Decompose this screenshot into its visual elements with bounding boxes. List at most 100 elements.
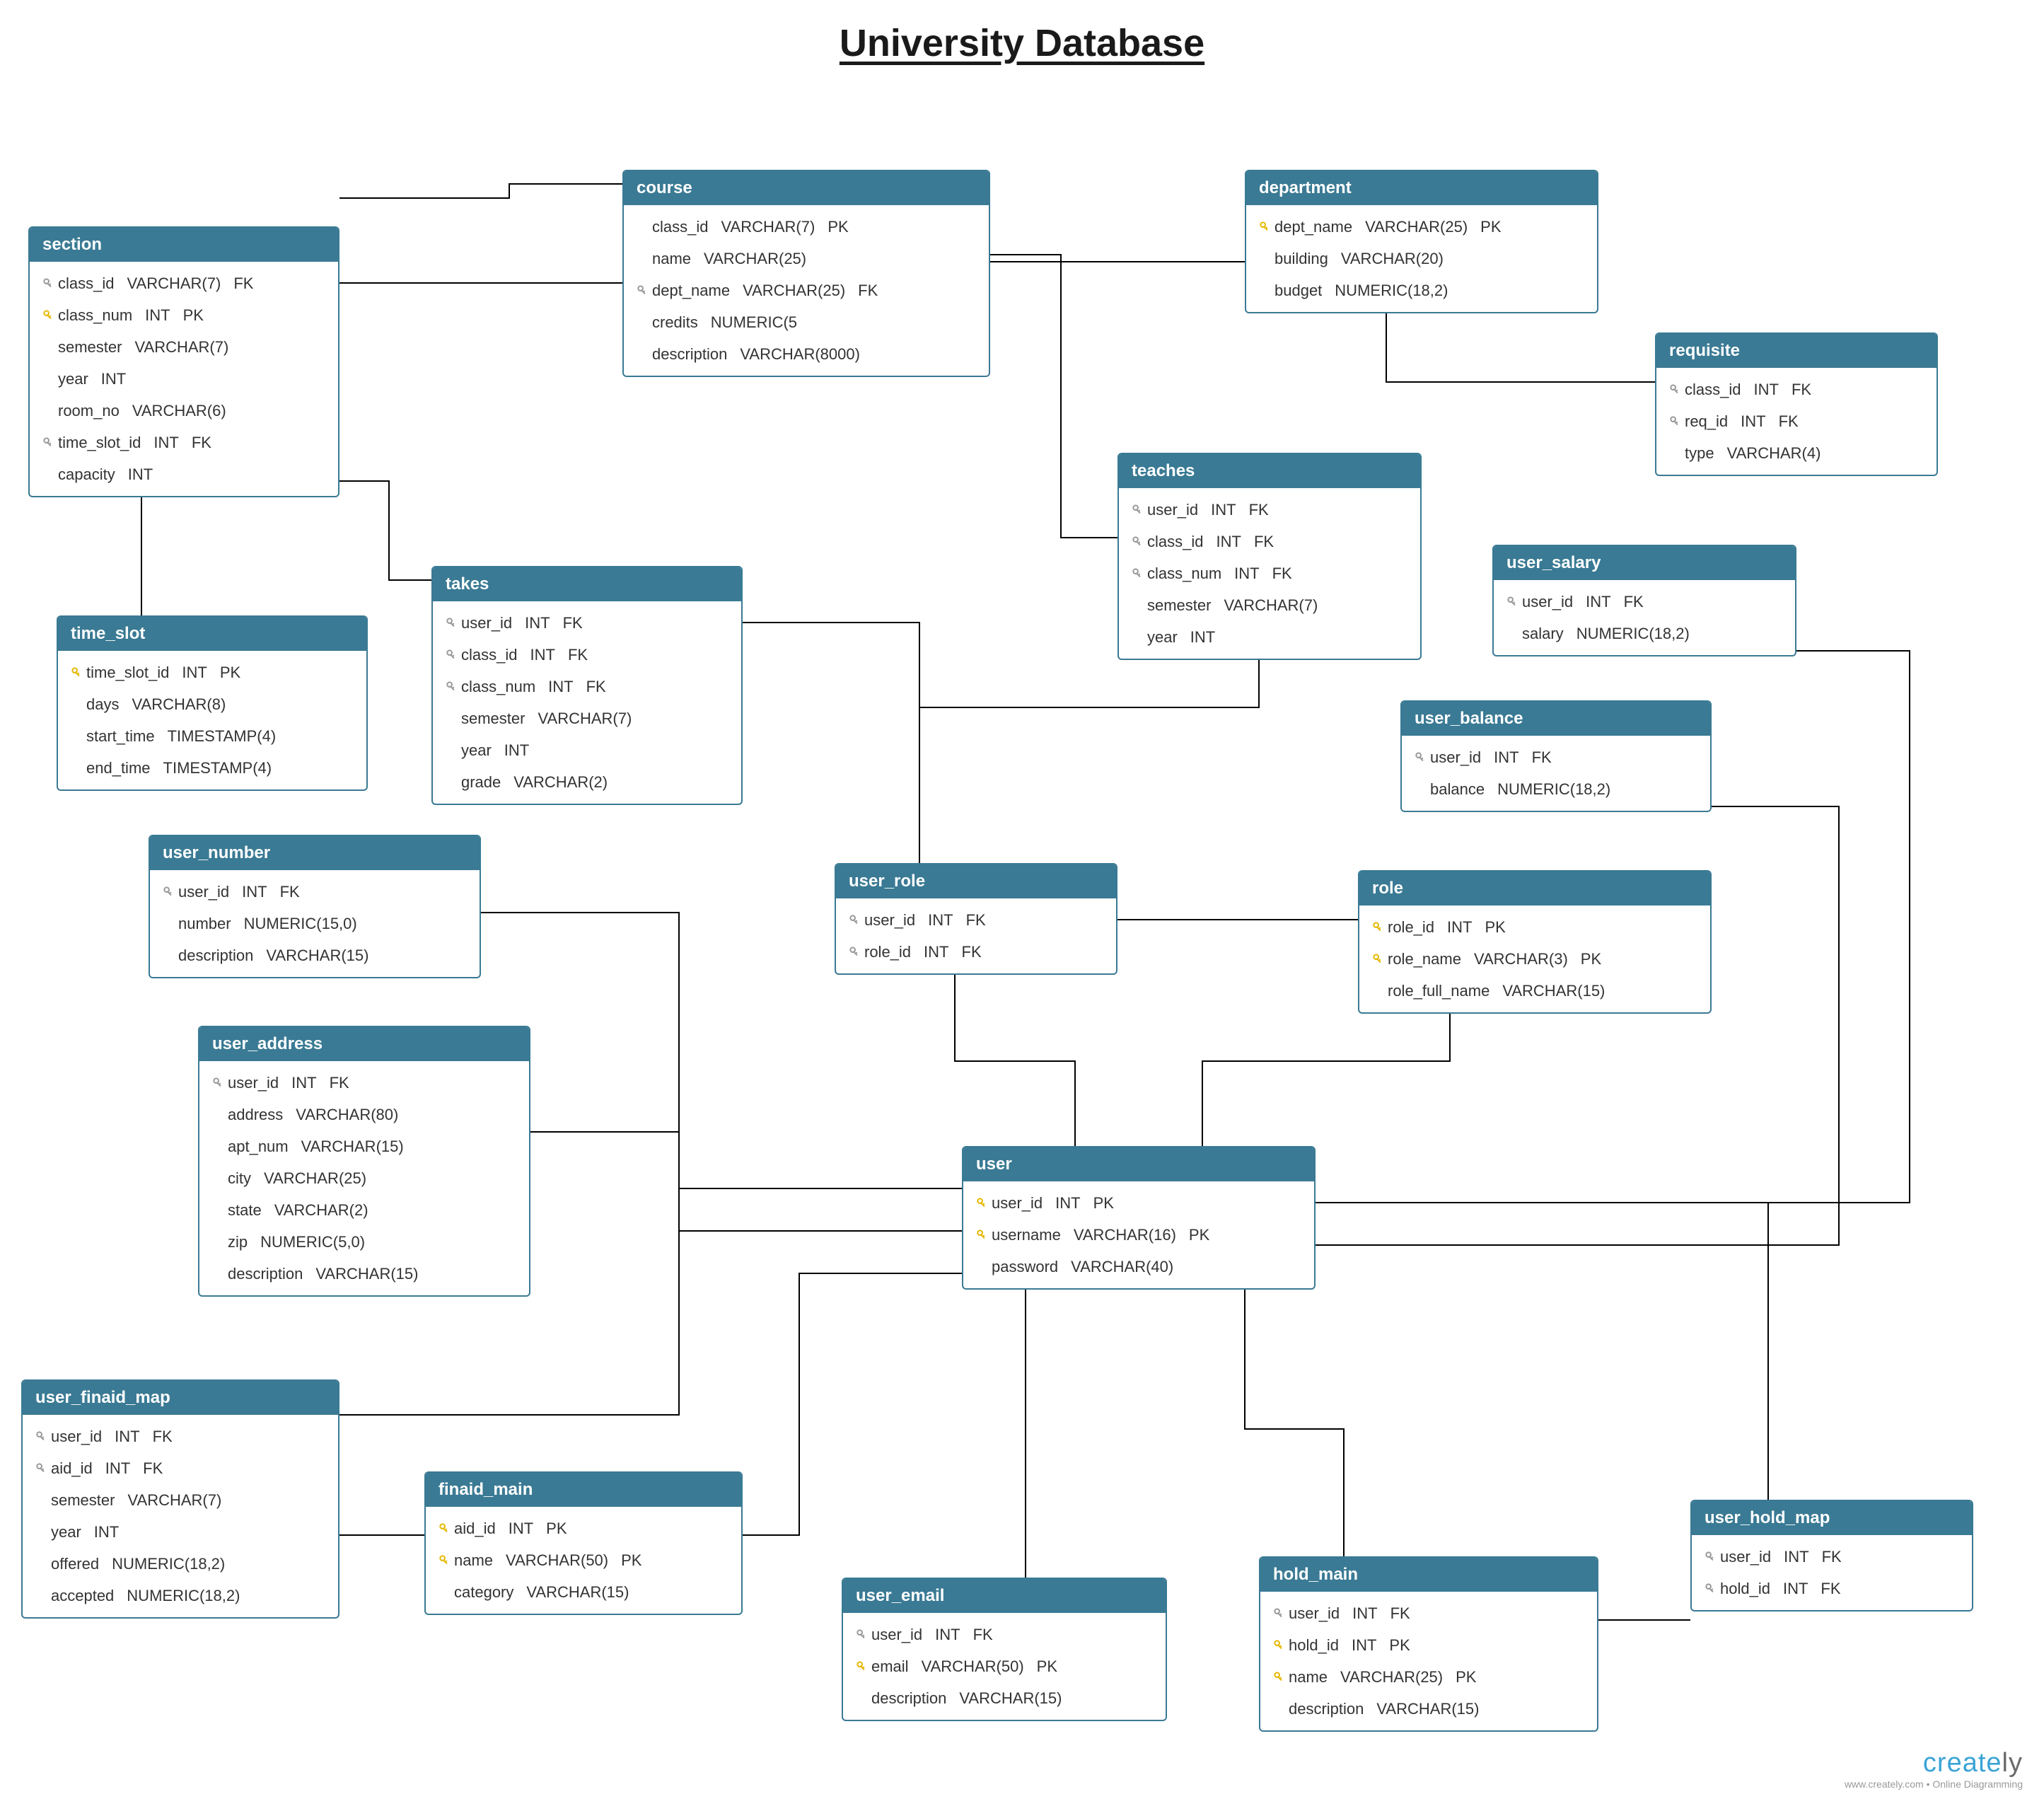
column-row: class_numINTFK <box>433 671 741 702</box>
column-row: dept_nameVARCHAR(25)FK <box>624 274 989 306</box>
column-type: INT <box>1234 562 1259 585</box>
column-role: FK <box>586 675 606 698</box>
column-row: hold_idINTFK <box>1692 1573 1972 1604</box>
edge <box>1316 1203 1768 1500</box>
column-name: user_id <box>992 1191 1043 1215</box>
entity-hold_main: hold_main user_idINTFK hold_idINTPK name… <box>1259 1556 1598 1732</box>
column-name: year <box>1147 625 1178 649</box>
column-row: role_full_name VARCHAR(15) <box>1359 975 1710 1007</box>
column-type: VARCHAR(4) <box>1727 441 1821 465</box>
column-type: VARCHAR(15) <box>526 1580 629 1604</box>
column-row: nameVARCHAR(50)PK <box>426 1544 741 1576</box>
column-role: PK <box>183 303 204 327</box>
fk-key-icon <box>443 681 461 693</box>
column-row: time_slot_idINTFK <box>30 427 338 458</box>
column-type: NUMERIC(15,0) <box>244 912 357 935</box>
column-role: PK <box>1093 1191 1114 1215</box>
column-type: VARCHAR(15) <box>1502 979 1605 1002</box>
column-type: INT <box>128 463 153 486</box>
column-name: semester <box>58 335 122 359</box>
entity-rows: user_idINTFK hold_idINTPK nameVARCHAR(25… <box>1260 1592 1597 1730</box>
column-name: role_full_name <box>1388 979 1490 1002</box>
column-name: grade <box>461 770 501 794</box>
column-row: numberNUMERIC(15,0) <box>150 908 480 939</box>
column-type: VARCHAR(7) <box>1224 594 1318 617</box>
column-type: INT <box>525 611 550 635</box>
column-role: PK <box>621 1549 641 1572</box>
column-row: password VARCHAR(40) <box>963 1251 1314 1283</box>
edge <box>339 481 431 580</box>
column-row: zipNUMERIC(5,0) <box>199 1226 529 1258</box>
entity-header: course <box>624 171 989 205</box>
edge <box>990 255 1117 538</box>
column-type: VARCHAR(15) <box>959 1686 1062 1710</box>
fk-key-icon <box>853 1629 871 1641</box>
column-type: INT <box>101 367 126 390</box>
column-row: description VARCHAR(15) <box>843 1682 1166 1714</box>
edge <box>1245 1288 1344 1556</box>
column-name: aid_id <box>51 1457 93 1480</box>
entity-header: time_slot <box>58 617 366 651</box>
fk-key-icon <box>1129 568 1147 579</box>
column-type: VARCHAR(40) <box>1071 1255 1173 1278</box>
column-type: INT <box>94 1520 119 1544</box>
column-type: VARCHAR(3) <box>1474 947 1568 971</box>
column-name: building <box>1274 247 1328 270</box>
entity-user_number: user_number user_idINTFKnumberNUMERIC(15… <box>149 835 481 978</box>
column-name: salary <box>1522 622 1564 645</box>
column-type: VARCHAR(7) <box>127 1488 221 1512</box>
column-role: FK <box>280 880 300 903</box>
entity-header: user_hold_map <box>1692 1501 1972 1535</box>
column-type: VARCHAR(16) <box>1074 1223 1176 1246</box>
column-row: daysVARCHAR(8) <box>58 688 366 720</box>
column-name: user_id <box>1289 1602 1340 1625</box>
column-name: password <box>992 1255 1058 1278</box>
column-role: FK <box>1821 1577 1840 1600</box>
column-name: time_slot_id <box>58 431 141 454</box>
entity-rows: user_idINTFKaddressVARCHAR(80)apt_numVAR… <box>199 1061 529 1295</box>
pk-key-icon <box>1369 922 1388 933</box>
column-row: class_idVARCHAR(7)FK <box>30 267 338 299</box>
column-row: hold_idINTPK <box>1260 1629 1597 1661</box>
column-type: TIMESTAMP(4) <box>163 756 272 780</box>
column-type: INT <box>242 880 267 903</box>
entity-header: user_salary <box>1494 546 1795 580</box>
column-type: VARCHAR(50) <box>922 1655 1024 1678</box>
column-name: semester <box>1147 594 1211 617</box>
pk-key-icon <box>973 1198 992 1209</box>
entity-user_role: user_role user_idINTFK role_idINTFK <box>835 863 1117 975</box>
column-name: description <box>871 1686 946 1710</box>
column-name: apt_num <box>228 1135 289 1158</box>
column-row: user_idINTPK <box>963 1187 1314 1219</box>
column-role: PK <box>1485 915 1506 939</box>
column-role: FK <box>1532 746 1552 769</box>
entity-rows: user_idINTFKnumberNUMERIC(15,0)descripti… <box>150 870 480 977</box>
column-row: usernameVARCHAR(16)PK <box>963 1219 1314 1251</box>
pk-key-icon <box>1256 221 1274 233</box>
column-type: INT <box>1494 746 1519 769</box>
column-type: INT <box>1753 378 1778 401</box>
entity-rows: user_idINTFKsalaryNUMERIC(18,2) <box>1494 580 1795 655</box>
column-name: hold_id <box>1289 1633 1339 1657</box>
column-name: user_id <box>1720 1545 1771 1568</box>
column-name: email <box>871 1655 909 1678</box>
column-row: end_timeTIMESTAMP(4) <box>58 752 366 784</box>
column-name: type <box>1685 441 1714 465</box>
column-role: FK <box>568 643 588 666</box>
entity-time_slot: time_slot time_slot_idINTPKdaysVARCHAR(8… <box>57 615 368 791</box>
entity-section: section class_idVARCHAR(7)FK class_numIN… <box>28 226 339 497</box>
column-role: FK <box>1390 1602 1410 1625</box>
column-row: semesterVARCHAR(7) <box>30 331 338 363</box>
column-role: FK <box>1249 498 1269 521</box>
column-name: category <box>454 1580 513 1604</box>
entity-rows: class_idVARCHAR(7)FK class_numINTPKsemes… <box>30 262 338 496</box>
column-row: class_idINTFK <box>1656 374 1936 405</box>
column-row: user_idINTFK <box>1402 741 1710 773</box>
entity-rows: user_idINTFK role_idINTFK <box>836 898 1116 973</box>
entity-role: role role_idINTPK role_nameVARCHAR(3)PKr… <box>1358 870 1712 1014</box>
column-row: class_numINTFK <box>1119 557 1420 589</box>
column-role: FK <box>143 1457 163 1480</box>
column-role: FK <box>563 611 583 635</box>
column-row: nameVARCHAR(25) <box>624 243 989 274</box>
column-type: VARCHAR(7) <box>127 272 221 295</box>
